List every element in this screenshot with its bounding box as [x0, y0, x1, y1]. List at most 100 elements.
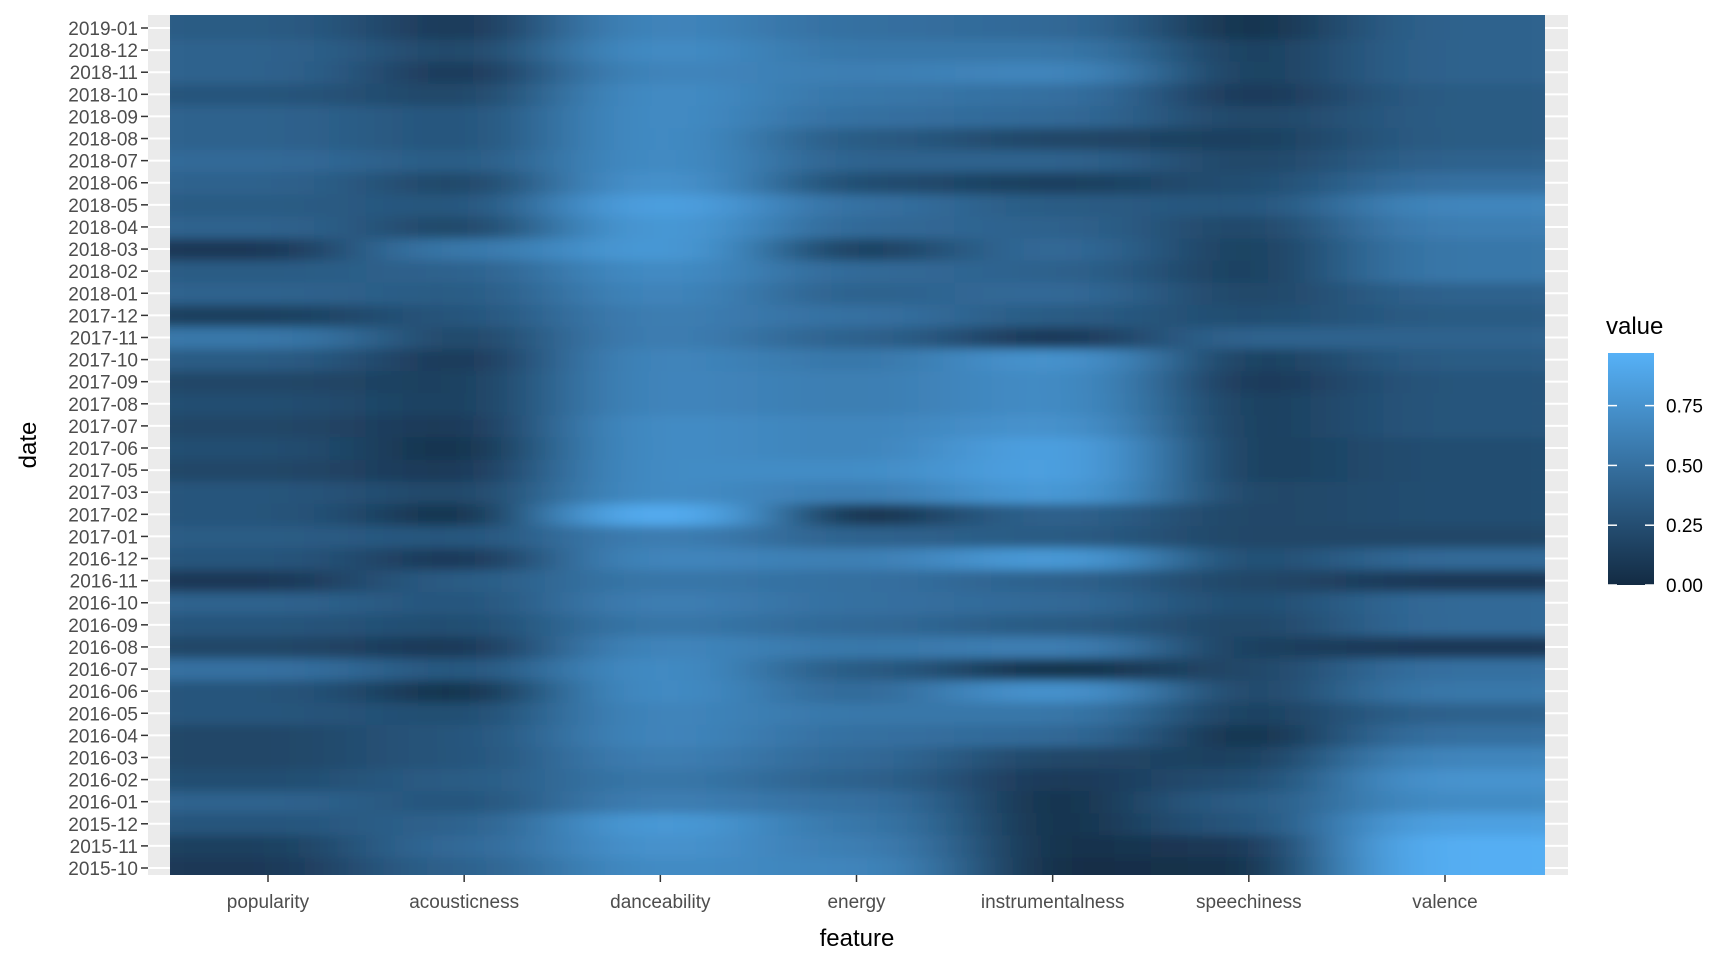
- heatmap-cell: [562, 503, 759, 526]
- heatmap-cell: [366, 812, 563, 836]
- y-tick-label: 2018-04: [68, 218, 138, 239]
- heatmap-cell: [1346, 370, 1545, 394]
- heatmap-cell: [1150, 547, 1348, 571]
- heatmap-cell: [562, 746, 759, 770]
- x-axis: popularity acousticness danceability energy…: [227, 875, 1478, 913]
- heatmap-cell: [758, 812, 956, 836]
- y-tick-label: 2016-07: [68, 660, 138, 681]
- heatmap-cell: [366, 193, 563, 217]
- heatmap-cell: [170, 790, 367, 814]
- heatmap-cell: [1346, 436, 1545, 460]
- heatmap-cell: [1150, 15, 1348, 40]
- heatmap-cell: [758, 61, 956, 84]
- heatmap-cell: [562, 348, 759, 372]
- heatmap-cell: [954, 326, 1152, 350]
- heatmap-cell: [562, 635, 759, 659]
- y-tick-label: 2017-02: [68, 505, 138, 526]
- heatmap-cell: [1346, 304, 1545, 327]
- heatmap-cell: [954, 282, 1152, 305]
- heatmap-cell: [562, 724, 759, 747]
- heatmap-cell: [758, 260, 956, 283]
- heatmap-cell: [562, 238, 759, 261]
- heatmap-cell: [758, 326, 956, 350]
- legend-tick-label: 0.50: [1666, 456, 1703, 477]
- heatmap-cell: [1150, 39, 1348, 62]
- heatmap-cell: [366, 326, 563, 350]
- heatmap-cell: [1346, 591, 1545, 615]
- legend-tick-label: 0.00: [1666, 576, 1703, 597]
- heatmap-cell: [758, 15, 956, 40]
- heatmap-cell: [170, 503, 367, 526]
- heatmap-cell: [758, 39, 956, 62]
- heatmap-cell: [562, 569, 759, 593]
- heatmap-cell: [562, 83, 759, 106]
- x-tick-label: danceability: [610, 892, 711, 913]
- heatmap-cell: [758, 414, 956, 438]
- heatmap-cell: [758, 525, 956, 548]
- heatmap-cell: [758, 238, 956, 261]
- heatmap-cell: [954, 724, 1152, 747]
- y-tick-label: 2016-09: [68, 616, 138, 637]
- heatmap-cell: [758, 127, 956, 151]
- y-axis-title: date: [15, 422, 42, 469]
- heatmap-cell: [1346, 635, 1545, 659]
- heatmap-cell: [1346, 149, 1545, 173]
- heatmap-cell: [1150, 392, 1348, 416]
- heatmap-cell: [954, 436, 1152, 460]
- heatmap-cell: [562, 525, 759, 548]
- y-tick-label: 2018-03: [68, 240, 138, 261]
- heatmap-cell: [954, 238, 1152, 261]
- heatmap-cell: [366, 238, 563, 261]
- heatmap-cell: [1150, 370, 1348, 394]
- heatmap-cell: [562, 105, 759, 128]
- heatmap-cell: [1150, 680, 1348, 703]
- heatmap-cell: [954, 39, 1152, 62]
- heatmap-cell: [170, 238, 367, 261]
- heatmap-cell: [366, 834, 563, 858]
- heatmap-cell: [1150, 856, 1348, 875]
- heatmap-cell: [366, 613, 563, 637]
- heatmap-cell: [170, 856, 367, 875]
- heatmap-cell: [366, 547, 563, 571]
- y-tick-label: 2015-11: [70, 837, 138, 858]
- heatmap-cell: [954, 61, 1152, 84]
- heatmap-cell: [1150, 149, 1348, 173]
- heatmap-cell: [1150, 613, 1348, 637]
- heatmap-cell: [1346, 702, 1545, 725]
- heatmap-cell: [954, 215, 1152, 239]
- heatmap-cell: [562, 15, 759, 40]
- heatmap-cell: [1150, 790, 1348, 814]
- heatmap-cell: [170, 61, 367, 84]
- heatmap-cell: [170, 39, 367, 62]
- heatmap-cell: [1150, 304, 1348, 327]
- heatmap-cell: [758, 569, 956, 593]
- heatmap-cell: [1346, 238, 1545, 261]
- y-tick-label: 2019-01: [68, 19, 138, 40]
- heatmap-cell: [758, 680, 956, 703]
- heatmap-cell: [170, 304, 367, 327]
- y-tick-label: 2018-08: [68, 130, 138, 151]
- heatmap-cell: [954, 613, 1152, 637]
- legend-title: value: [1606, 313, 1663, 340]
- heatmap-cell: [1150, 503, 1348, 526]
- heatmap-cell: [1346, 569, 1545, 593]
- heatmap-cell: [954, 658, 1152, 681]
- heatmap-cell: [758, 348, 956, 372]
- heatmap-cell: [954, 304, 1152, 327]
- heatmap-cell: [170, 105, 367, 128]
- heatmap-cell: [1150, 724, 1348, 747]
- heatmap-cell: [366, 790, 563, 814]
- y-tick-label: 2016-11: [70, 572, 138, 593]
- x-axis-title: feature: [820, 925, 895, 952]
- heatmap-cell: [366, 414, 563, 438]
- y-tick-label: 2017-06: [68, 439, 138, 460]
- legend-tick-label: 0.25: [1666, 516, 1703, 537]
- heatmap-cell: [1346, 326, 1545, 350]
- heatmap-cell: [1150, 525, 1348, 548]
- heatmap-cell: [170, 812, 367, 836]
- heatmap-cell: [758, 282, 956, 305]
- heatmap-cell: [954, 591, 1152, 615]
- heatmap-cell: [562, 392, 759, 416]
- heatmap-cell: [562, 680, 759, 703]
- heatmap-cell: [366, 768, 563, 792]
